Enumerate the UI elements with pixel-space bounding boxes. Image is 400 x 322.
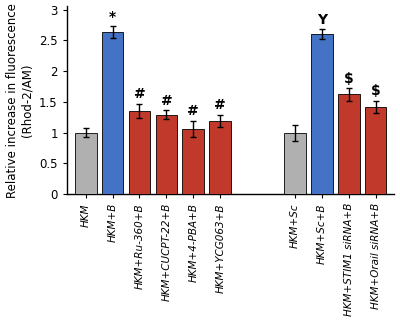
Bar	[182, 129, 204, 194]
Y-axis label: Relative increase in fluorescence
(Rhod-2/AM): Relative increase in fluorescence (Rhod-…	[6, 3, 34, 198]
Bar	[210, 121, 231, 194]
Bar	[129, 111, 150, 194]
Text: #: #	[134, 87, 145, 101]
Text: *: *	[109, 10, 116, 24]
Bar	[284, 133, 306, 194]
Bar	[75, 133, 96, 194]
Text: Y: Y	[317, 13, 327, 27]
Text: #: #	[160, 94, 172, 108]
Bar	[156, 115, 177, 194]
Text: $: $	[371, 84, 380, 98]
Bar	[365, 107, 386, 194]
Text: #: #	[214, 98, 226, 112]
Text: #: #	[188, 104, 199, 118]
Bar	[338, 94, 360, 194]
Bar	[102, 32, 124, 194]
Bar	[311, 34, 333, 194]
Text: $: $	[344, 72, 354, 86]
